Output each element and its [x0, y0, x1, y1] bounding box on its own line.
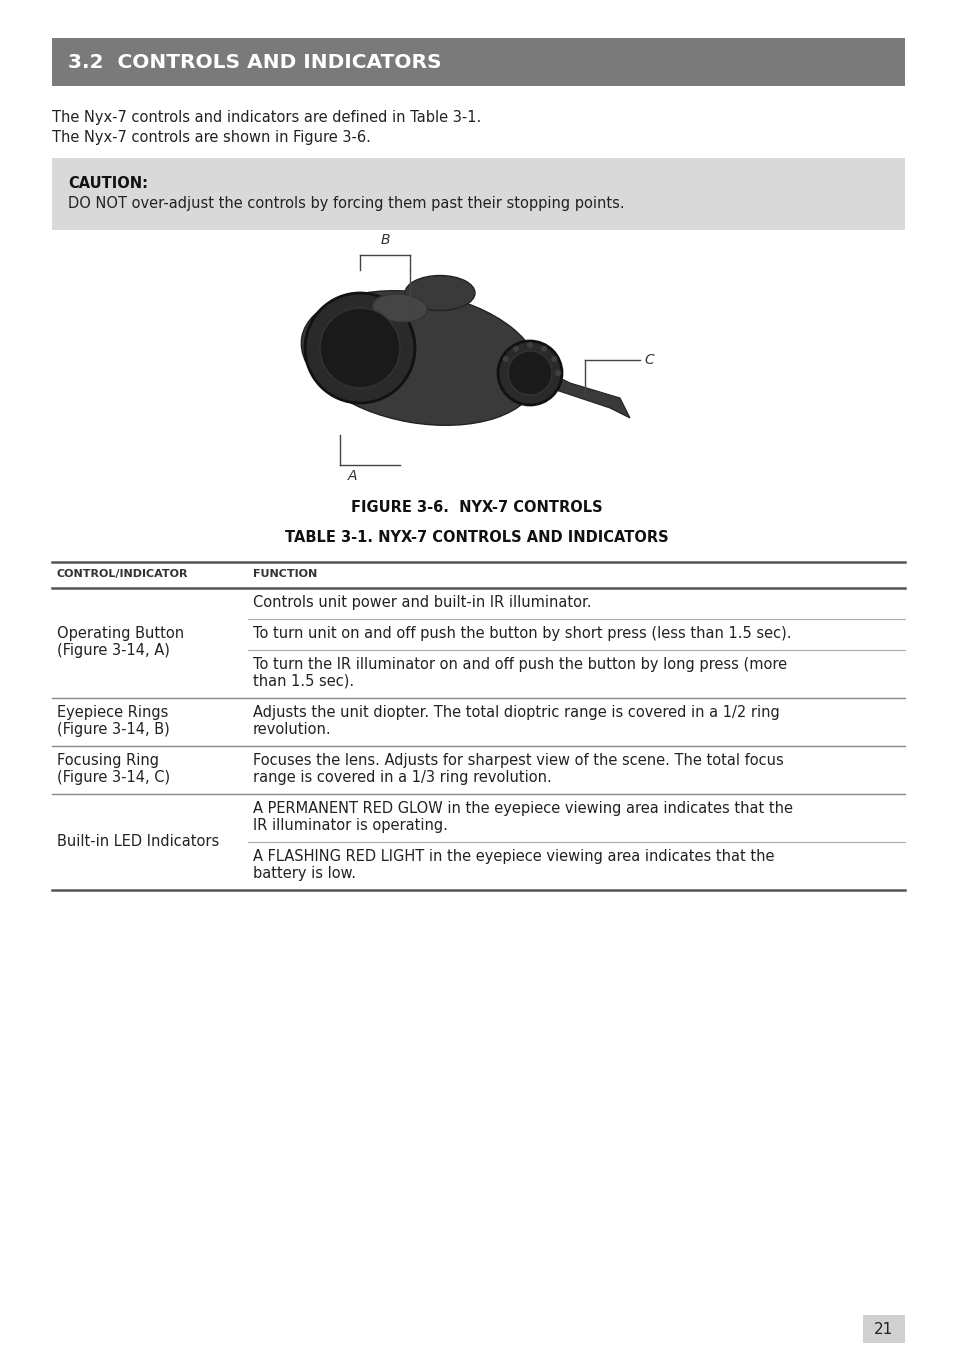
Text: (Figure 3-14, C): (Figure 3-14, C) — [57, 770, 170, 785]
Text: A: A — [348, 468, 357, 483]
Text: TABLE 3-1. NYX-7 CONTROLS AND INDICATORS: TABLE 3-1. NYX-7 CONTROLS AND INDICATORS — [285, 529, 668, 546]
FancyBboxPatch shape — [52, 158, 904, 230]
Text: Adjusts the unit diopter. The total dioptric range is covered in a 1/2 ring: Adjusts the unit diopter. The total diop… — [253, 705, 779, 720]
Text: IR illuminator is operating.: IR illuminator is operating. — [253, 818, 447, 833]
Circle shape — [551, 356, 557, 362]
Polygon shape — [550, 372, 629, 418]
Text: (Figure 3-14, B): (Figure 3-14, B) — [57, 722, 170, 737]
Text: B: B — [380, 233, 390, 246]
Text: CAUTION:: CAUTION: — [68, 176, 148, 191]
Ellipse shape — [301, 291, 538, 425]
Text: C: C — [643, 353, 653, 367]
Text: (Figure 3-14, A): (Figure 3-14, A) — [57, 643, 170, 658]
Text: than 1.5 sec).: than 1.5 sec). — [253, 674, 354, 689]
Circle shape — [497, 341, 561, 405]
Circle shape — [305, 292, 415, 403]
Circle shape — [540, 345, 546, 352]
FancyBboxPatch shape — [862, 1315, 904, 1343]
Text: Controls unit power and built-in IR illuminator.: Controls unit power and built-in IR illu… — [253, 594, 591, 611]
Text: range is covered in a 1/3 ring revolution.: range is covered in a 1/3 ring revolutio… — [253, 770, 551, 785]
Circle shape — [526, 343, 533, 348]
Text: Eyepiece Rings: Eyepiece Rings — [57, 705, 168, 720]
Text: To turn the IR illuminator on and off push the button by long press (more: To turn the IR illuminator on and off pu… — [253, 657, 786, 672]
Text: A PERMANENT RED GLOW in the eyepiece viewing area indicates that the: A PERMANENT RED GLOW in the eyepiece vie… — [253, 802, 792, 816]
Text: The Nyx-7 controls and indicators are defined in Table 3-1.: The Nyx-7 controls and indicators are de… — [52, 110, 480, 125]
Text: Focuses the lens. Adjusts for sharpest view of the scene. The total focus: Focuses the lens. Adjusts for sharpest v… — [253, 753, 783, 768]
Circle shape — [319, 307, 399, 389]
Text: revolution.: revolution. — [253, 722, 332, 737]
Circle shape — [507, 351, 552, 395]
Circle shape — [555, 370, 560, 376]
Text: FIGURE 3-6.  NYX-7 CONTROLS: FIGURE 3-6. NYX-7 CONTROLS — [351, 500, 602, 515]
Text: To turn unit on and off push the button by short press (less than 1.5 sec).: To turn unit on and off push the button … — [253, 626, 791, 640]
Text: 21: 21 — [874, 1322, 893, 1336]
Text: Focusing Ring: Focusing Ring — [57, 753, 159, 768]
Circle shape — [502, 356, 508, 362]
Ellipse shape — [405, 275, 475, 310]
Text: Built-in LED Indicators: Built-in LED Indicators — [57, 834, 219, 849]
Text: DO NOT over-adjust the controls by forcing them past their stopping points.: DO NOT over-adjust the controls by forci… — [68, 196, 624, 211]
Circle shape — [513, 345, 518, 352]
Text: The Nyx-7 controls are shown in Figure 3-6.: The Nyx-7 controls are shown in Figure 3… — [52, 130, 371, 145]
Ellipse shape — [373, 294, 427, 322]
Text: FUNCTION: FUNCTION — [253, 569, 317, 580]
Text: Operating Button: Operating Button — [57, 626, 184, 640]
FancyBboxPatch shape — [52, 38, 904, 87]
Text: CONTROL/INDICATOR: CONTROL/INDICATOR — [57, 569, 189, 580]
Text: 3.2  CONTROLS AND INDICATORS: 3.2 CONTROLS AND INDICATORS — [68, 53, 441, 72]
Text: A FLASHING RED LIGHT in the eyepiece viewing area indicates that the: A FLASHING RED LIGHT in the eyepiece vie… — [253, 849, 774, 864]
Text: battery is low.: battery is low. — [253, 867, 355, 881]
